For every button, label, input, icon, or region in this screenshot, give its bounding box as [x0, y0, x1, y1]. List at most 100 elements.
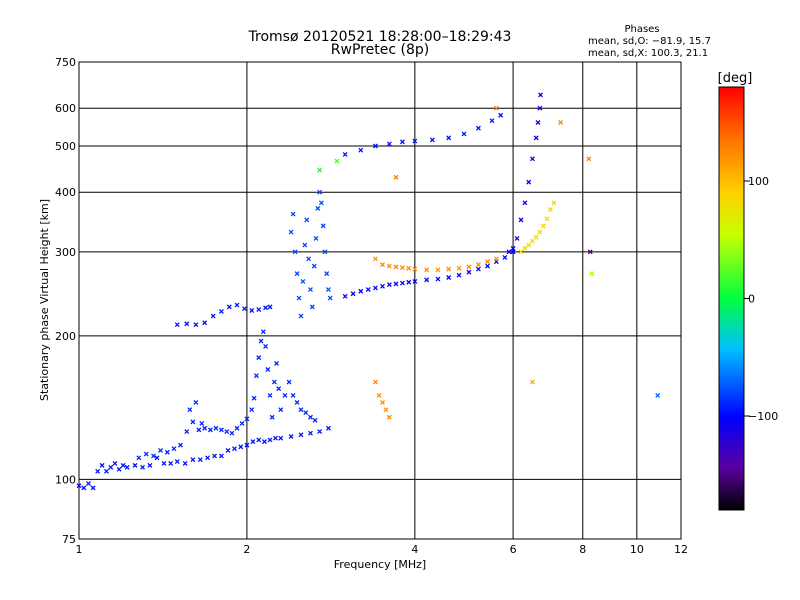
echo-point	[526, 242, 532, 248]
echo-point	[320, 223, 326, 229]
echo-point	[171, 446, 177, 452]
colorbar-ticks: 100 0 −100	[744, 175, 778, 423]
echo-point	[213, 425, 219, 431]
echo-point	[510, 245, 516, 251]
echo-point	[386, 282, 392, 288]
echo-point	[250, 439, 256, 445]
echo-point	[537, 105, 543, 111]
echo-point	[435, 267, 441, 273]
x-tick-label: 6	[510, 543, 517, 556]
echo-point	[311, 263, 317, 269]
y-axis-label: Stationary phase Virtual Height [km]	[38, 199, 51, 401]
echo-point	[412, 138, 418, 144]
echo-point	[239, 421, 245, 426]
echo-point	[537, 229, 543, 235]
y-tick-label: 750	[55, 56, 76, 69]
echo-point	[292, 249, 298, 255]
echo-point	[655, 392, 661, 398]
x-tick-label: 12	[674, 543, 688, 556]
data-points	[76, 92, 661, 491]
echo-point	[304, 217, 310, 223]
echo-point	[502, 254, 508, 260]
grid	[79, 62, 681, 539]
echo-point	[514, 235, 520, 241]
echo-point	[461, 131, 467, 137]
echo-point	[190, 419, 196, 425]
echo-point	[373, 256, 378, 262]
echo-point	[342, 151, 348, 157]
echo-point	[158, 447, 163, 453]
echo-point	[386, 141, 392, 147]
echo-point	[429, 137, 435, 143]
echo-point	[530, 379, 535, 385]
echo-point	[342, 293, 348, 299]
echo-point	[506, 249, 512, 255]
echo-point	[244, 416, 250, 422]
echo-point	[244, 442, 250, 448]
echo-point	[327, 295, 333, 301]
y-tick-label: 75	[62, 533, 76, 546]
echo-point	[136, 455, 142, 461]
echo-point	[226, 304, 232, 310]
echo-point	[124, 464, 130, 470]
echo-point	[456, 265, 462, 271]
echo-point	[120, 462, 126, 468]
echo-point	[298, 313, 304, 319]
echo-point	[547, 207, 553, 212]
echo-point	[202, 320, 208, 326]
echo-point	[489, 118, 495, 124]
echo-point	[193, 322, 199, 328]
echo-point	[234, 302, 240, 308]
echo-point	[365, 287, 371, 293]
echo-point	[76, 483, 82, 489]
echo-point	[380, 399, 385, 405]
chart-title: Tromsø 20120521 18:28:00–18:29:43	[248, 29, 512, 45]
echo-point	[212, 453, 218, 459]
colorbar-gradient	[718, 86, 745, 511]
echo-point	[324, 271, 330, 277]
echo-point	[260, 329, 266, 335]
y-tick-label: 100	[55, 473, 76, 486]
echo-point	[196, 427, 202, 433]
echo-point	[544, 216, 550, 222]
echo-point	[350, 291, 356, 297]
echo-point	[308, 414, 313, 420]
echo-point	[412, 279, 418, 284]
echo-point	[383, 407, 389, 413]
colorbar-label: [deg]	[718, 71, 753, 86]
echo-point	[308, 287, 313, 293]
echo-point	[312, 417, 318, 423]
echo-point	[286, 379, 292, 385]
echo-point	[303, 410, 309, 416]
echo-point	[161, 461, 167, 466]
x-tick-label: 4	[411, 543, 418, 556]
echo-point	[380, 283, 385, 289]
echo-point	[522, 200, 528, 206]
colorbar: [deg] 100 0 −100	[718, 71, 778, 511]
echo-point	[256, 355, 262, 361]
echo-point	[90, 485, 96, 491]
echo-point	[242, 306, 247, 312]
echo-point	[151, 453, 156, 459]
plot-area	[76, 61, 682, 540]
echo-point	[154, 455, 160, 461]
echo-point	[193, 399, 199, 405]
echo-point	[253, 373, 259, 379]
echo-point	[210, 313, 216, 319]
echo-point	[184, 321, 190, 327]
echo-point	[446, 266, 452, 272]
echo-point	[99, 462, 105, 468]
echo-point	[184, 429, 190, 434]
echo-point	[309, 304, 315, 310]
echo-point	[373, 379, 378, 385]
y-tick-label: 200	[55, 330, 76, 343]
echo-point	[317, 429, 323, 434]
echo-point	[202, 425, 208, 431]
echo-point	[199, 421, 205, 426]
echo-point	[315, 205, 321, 211]
echo-point	[399, 280, 405, 286]
echo-point	[218, 308, 224, 314]
echo-point	[271, 379, 277, 385]
echo-point	[207, 427, 213, 433]
echo-point	[406, 265, 412, 271]
